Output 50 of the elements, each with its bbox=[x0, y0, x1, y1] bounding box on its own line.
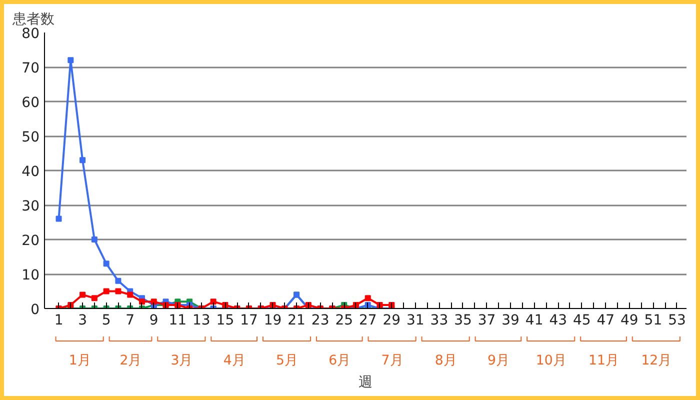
text: 9月 bbox=[487, 354, 509, 369]
x-tick-label: 29 bbox=[382, 312, 401, 328]
x-tick-label: 3 bbox=[78, 312, 88, 328]
x-tick-label: 45 bbox=[572, 312, 591, 328]
x-tick-label: 53 bbox=[668, 312, 686, 328]
y-tick-label: 30 bbox=[22, 198, 40, 214]
text: 8月 bbox=[434, 354, 456, 369]
y-tick-label: 80 bbox=[22, 26, 40, 42]
x-tick-label: 37 bbox=[478, 312, 496, 328]
text: 11月 bbox=[588, 354, 619, 369]
y-axis-title: 患者数 bbox=[12, 12, 54, 28]
x-tick-label: 43 bbox=[549, 312, 568, 328]
x-tick-label: 41 bbox=[525, 312, 544, 328]
text: 6月 bbox=[328, 354, 350, 369]
text: 7月 bbox=[381, 354, 403, 369]
x-tick-label: 9 bbox=[149, 312, 158, 328]
x-tick-label: 27 bbox=[358, 312, 377, 328]
x-tick-label: 15 bbox=[216, 312, 234, 328]
x-tick-label: 5 bbox=[102, 312, 111, 328]
x-tick-label: 25 bbox=[335, 312, 354, 328]
y-tick-label: 10 bbox=[22, 268, 40, 284]
y-tick-label: 60 bbox=[22, 95, 40, 111]
x-tick-label: 31 bbox=[406, 312, 424, 328]
y-tick-label: 50 bbox=[22, 130, 40, 146]
x-tick-label: 7 bbox=[126, 312, 135, 328]
x-tick-label: 13 bbox=[192, 312, 210, 328]
x-tick-label: 47 bbox=[596, 312, 615, 328]
x-tick-label: 1 bbox=[54, 312, 64, 328]
x-tick-label: 49 bbox=[620, 312, 638, 328]
x-tick-label: 23 bbox=[311, 312, 330, 328]
text: 12月 bbox=[641, 354, 672, 369]
x-axis-title: 週 bbox=[358, 374, 372, 390]
x-tick-label: 21 bbox=[288, 312, 306, 328]
text: 1月 bbox=[68, 354, 90, 369]
x-tick-label: 35 bbox=[454, 312, 472, 328]
text: 4月 bbox=[223, 354, 245, 369]
text: 2月 bbox=[120, 354, 142, 369]
x-tick-label: 17 bbox=[240, 312, 258, 328]
x-tick-label: 51 bbox=[644, 312, 662, 328]
y-tick-label: 20 bbox=[22, 233, 40, 249]
x-tick-label: 33 bbox=[430, 312, 448, 328]
text: 10月 bbox=[536, 354, 566, 369]
text: 5月 bbox=[276, 354, 298, 369]
text: 3月 bbox=[170, 354, 192, 369]
y-tick-label: 0 bbox=[30, 302, 40, 318]
x-tick-label: 11 bbox=[168, 312, 187, 328]
x-tick-label: 39 bbox=[502, 312, 520, 328]
y-tick-label: 70 bbox=[22, 60, 40, 76]
x-tick-label: 19 bbox=[264, 312, 282, 328]
y-tick-label: 40 bbox=[22, 164, 40, 180]
